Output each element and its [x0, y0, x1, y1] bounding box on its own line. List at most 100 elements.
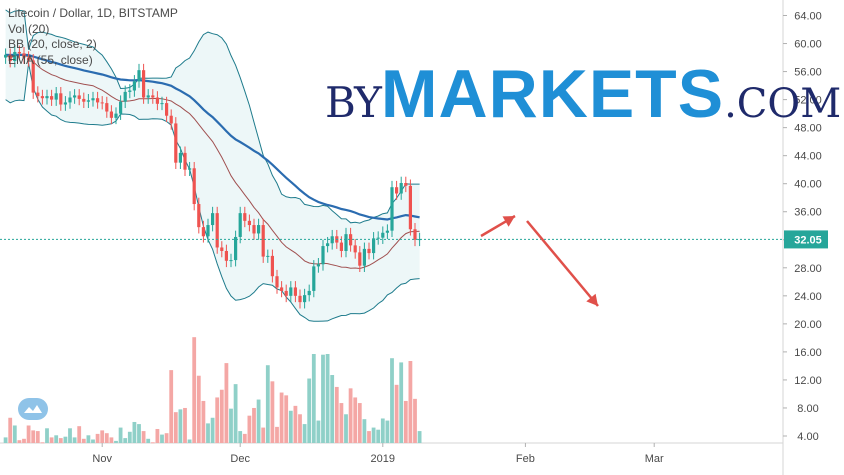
- tradingview-logo-icon[interactable]: [18, 398, 48, 420]
- forecast-arrow-up-head: [502, 216, 515, 227]
- volume-bar: [132, 421, 137, 443]
- time-axis-label: Feb: [516, 453, 535, 465]
- candle-body: [211, 213, 215, 226]
- candle-body: [192, 168, 196, 205]
- candle-body: [137, 70, 141, 82]
- volume-bar: [95, 433, 100, 443]
- watermark-by: BY: [325, 78, 382, 127]
- volume-bar: [265, 365, 270, 443]
- volume-bar: [155, 428, 160, 443]
- volume-bar: [187, 439, 192, 443]
- candle-body: [174, 123, 178, 163]
- volume-bar: [219, 389, 224, 443]
- candle-body: [100, 102, 104, 104]
- volume-bar: [385, 420, 390, 443]
- volume-bar: [261, 427, 266, 443]
- volume-bar: [298, 414, 302, 443]
- candle-body: [215, 213, 219, 248]
- volume-bar: [353, 397, 358, 443]
- volume-bar: [35, 431, 40, 443]
- candle-body: [252, 225, 256, 234]
- volume-bar: [118, 427, 123, 443]
- volume-bar: [183, 407, 187, 443]
- volume-bar: [196, 375, 201, 443]
- current-price-label: 32.05: [794, 234, 822, 246]
- volume-bar: [169, 370, 174, 443]
- time-axis-label: Nov: [92, 453, 112, 465]
- candle-body: [404, 183, 408, 186]
- volume-bar: [321, 354, 325, 443]
- volume-bar: [288, 410, 293, 443]
- volume-bar: [362, 419, 367, 443]
- candle-body: [8, 54, 12, 62]
- price-axis-label: 48.00: [794, 123, 822, 135]
- candle-body: [17, 51, 21, 54]
- volume-bar: [394, 384, 399, 443]
- price-axis-label: 8.00: [797, 403, 818, 415]
- ema-indicator-label[interactable]: EMA (55, close): [8, 52, 93, 67]
- volume-bar: [284, 395, 289, 443]
- volume-bar: [150, 442, 155, 444]
- forecast-arrow-down-head: [586, 293, 598, 306]
- candle-body: [381, 232, 385, 238]
- volume-bar: [109, 437, 114, 443]
- candle-body: [358, 252, 362, 266]
- bymarkets-watermark: BYMARKETS.COM: [325, 60, 841, 128]
- candle-body: [234, 236, 238, 261]
- candle-body: [312, 266, 316, 291]
- price-axis-label: 56.00: [794, 67, 822, 79]
- price-axis-label: 52.00: [794, 95, 822, 107]
- volume-bar: [293, 405, 298, 443]
- volume-bar: [316, 420, 321, 443]
- price-axis-label: 16.00: [794, 347, 822, 359]
- candle-body: [155, 97, 159, 104]
- volume-bar: [367, 431, 371, 443]
- volume-indicator-label[interactable]: Vol (20): [8, 21, 50, 36]
- candle-body: [201, 227, 205, 237]
- candle-body: [77, 95, 81, 99]
- candle-body: [408, 185, 412, 230]
- candle-body: [165, 103, 169, 116]
- time-axis-label: 2019: [371, 453, 395, 465]
- candle-body: [307, 290, 311, 296]
- volume-bar: [114, 440, 118, 443]
- candle-body: [321, 246, 325, 265]
- bollinger-indicator-label[interactable]: BB (20, close, 2): [8, 37, 97, 52]
- price-axis-label: 60.00: [794, 39, 822, 51]
- chart-legend: Litecoin / Dollar, 1D, BITSTAMP Vol (20)…: [8, 6, 178, 68]
- candle-body: [284, 290, 288, 296]
- candle-body: [395, 187, 399, 194]
- candle-body: [413, 229, 417, 240]
- volume-bar: [81, 438, 86, 443]
- volume-bar: [238, 431, 243, 443]
- price-axis-label: 20.00: [794, 319, 822, 331]
- candle-body: [385, 230, 389, 233]
- volume-bar: [215, 397, 220, 443]
- price-axis-label: 12.00: [794, 375, 822, 387]
- volume-bar: [210, 417, 215, 443]
- volume-bar: [26, 425, 31, 443]
- candle-body: [376, 237, 380, 239]
- candle-body: [123, 91, 127, 102]
- volume-bar: [270, 381, 275, 443]
- volume-bar: [173, 412, 178, 443]
- candle-body: [105, 103, 109, 112]
- volume-bar: [72, 437, 77, 443]
- volume-bar: [164, 433, 169, 443]
- candle-body: [188, 168, 192, 170]
- volume-bar: [63, 436, 68, 443]
- price-axis-label: 40.00: [794, 179, 822, 191]
- bollinger-band-fill: [5, 9, 420, 322]
- candle-body: [316, 264, 320, 267]
- price-axis-label: 64.00: [794, 11, 822, 23]
- price-axis-label: 24.00: [794, 291, 822, 303]
- watermark-com: .COM: [724, 81, 842, 127]
- chart-title: Litecoin / Dollar, 1D, BITSTAMP: [8, 6, 178, 20]
- volume-bar: [408, 361, 413, 443]
- volume-bar: [380, 418, 385, 443]
- candle-body: [91, 98, 95, 101]
- watermark-markets: MARKETS: [380, 56, 725, 132]
- volume-bar: [160, 434, 164, 443]
- volume-bar: [334, 386, 339, 443]
